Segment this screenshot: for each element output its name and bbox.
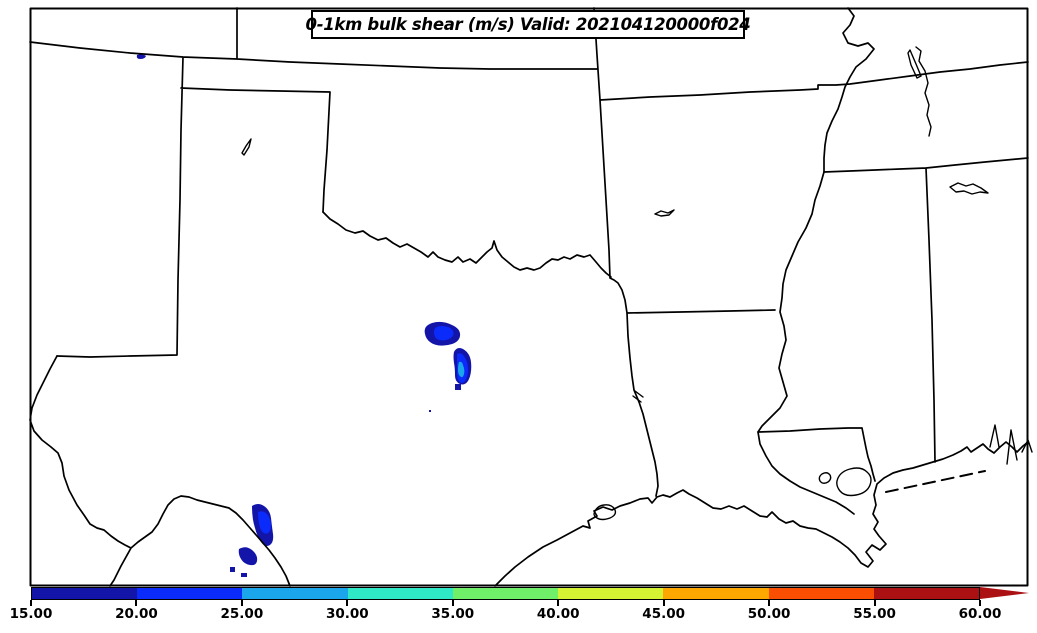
- barrier-islands: [885, 470, 986, 493]
- colorbar-segment-55-60: [873, 588, 979, 599]
- shear-core: [458, 361, 465, 378]
- colorbar-segment-40-45: [558, 588, 664, 599]
- colorbar-tick: [557, 600, 560, 606]
- shear-inner-south-tx: [258, 511, 271, 534]
- colorbar-tick: [346, 600, 349, 606]
- colorbar-tick-label: 50.00: [747, 606, 791, 622]
- colorbar-tick-label: 35.00: [431, 606, 475, 622]
- colorbar-segment-35-40: [452, 588, 559, 599]
- colorbar-tick-label: 20.00: [115, 606, 158, 622]
- colorbar-tick-label: 30.00: [325, 606, 369, 622]
- shear-contours-25-30: [458, 361, 465, 378]
- colorbar-tick-label: 15.00: [9, 606, 53, 622]
- colorbar-segment-45-50: [663, 588, 769, 599]
- shear-blob-nw: [136, 54, 146, 59]
- colorbar-tick: [30, 600, 32, 606]
- shear-blob-south-lower: [238, 547, 258, 566]
- shear-dot: [455, 384, 461, 390]
- colorbar-tick: [873, 600, 876, 606]
- rio-grande-river: [29, 355, 291, 587]
- colorbar-tick-label: 60.00: [958, 606, 1002, 622]
- colorbar-tick-label: 45.00: [642, 606, 685, 622]
- colorbar-segment-30-35: [347, 588, 453, 599]
- colorbar-tick-label: 55.00: [853, 606, 896, 622]
- shear-contours-15-20: [136, 54, 472, 577]
- colorbar-tick: [768, 600, 771, 606]
- map-frame: [29, 7, 1029, 587]
- colorbar-tick: [451, 600, 454, 606]
- colorbar-tick: [979, 600, 981, 606]
- red-river: [322, 211, 612, 278]
- shear-dot: [429, 410, 431, 412]
- colorbar: [31, 587, 980, 600]
- shear-contours-20-25: [258, 326, 468, 534]
- shear-inner-north: [434, 326, 454, 341]
- gulf-coastline: [494, 441, 1029, 587]
- colorbar-segment-20-25: [137, 588, 243, 599]
- colorbar-segment-25-30: [242, 588, 348, 599]
- colorbar-tick-label: 25.00: [220, 606, 264, 622]
- colorbar-segment-15-20: [32, 588, 138, 599]
- mississippi-river: [757, 7, 875, 515]
- map-title: 0-1km bulk shear (m/s) Valid: 2021041200…: [305, 15, 751, 34]
- colorbar-tick: [135, 600, 138, 606]
- shear-dot: [241, 573, 247, 577]
- title-box: 0-1km bulk shear (m/s) Valid: 2021041200…: [306, 10, 751, 39]
- colorbar-tick: [240, 600, 243, 606]
- colorbar-arrow: [980, 587, 1029, 599]
- lakes-and-small-rivers: [241, 46, 1033, 521]
- colorbar-segment-50-55: [768, 588, 874, 599]
- colorbar-tick: [662, 600, 665, 606]
- state-borders: [29, 7, 1029, 497]
- colorbar-tick-label: 40.00: [536, 606, 580, 622]
- shear-dot: [230, 567, 235, 572]
